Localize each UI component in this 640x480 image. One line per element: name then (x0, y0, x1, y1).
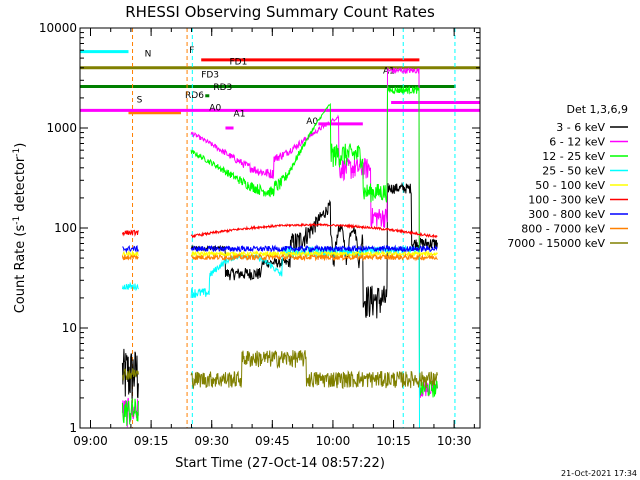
state-label: RD6 (185, 91, 204, 101)
x-tick-label: 09:45 (255, 434, 290, 448)
legend-entry-label: 7000 - 15000 keV (507, 237, 605, 250)
state-label: A0 (209, 103, 221, 113)
x-tick-label: 10:15 (376, 434, 411, 448)
legend-entry-label: 50 - 100 keV (535, 179, 605, 192)
legend-entry-label: 100 - 300 keV (528, 194, 605, 207)
x-tick-label: 09:00 (73, 434, 108, 448)
state-label: FD3 (201, 70, 219, 80)
y-tick-label: 10 (62, 321, 77, 335)
chart-title: RHESSI Observing Summary Count Rates (125, 3, 435, 21)
y-tick-label: 1 (69, 421, 77, 435)
legend-entry-label: 300 - 800 keV (528, 208, 605, 221)
series-line-5 (121, 222, 438, 240)
state-label: FD1 (229, 58, 247, 68)
state-label: A1 (383, 67, 395, 77)
x-tick-label: 10:00 (316, 434, 351, 448)
state-label: A1 (234, 110, 246, 120)
y-tick-label: 100 (54, 221, 77, 235)
state-bars: S N F FD1 FD3 RD3 RD6 A0 A1 A0 A1 (80, 28, 480, 428)
axes: 1 10 100 1000 10000 09:00 09:15 09:30 09:45 10:00… (39, 21, 481, 448)
x-tick-label: 09:30 (194, 434, 229, 448)
legend-entry-label: 6 - 12 keV (549, 136, 605, 149)
legend-title: Det 1,3,6,9 (566, 103, 628, 116)
state-label: F (189, 46, 194, 56)
series-line-6 (122, 244, 438, 254)
x-tick-label: 10:30 (437, 434, 472, 448)
series-lines (121, 66, 438, 429)
series-line-2 (121, 84, 438, 426)
legend-entry-label: 25 - 50 keV (542, 165, 605, 178)
y-axis-label: Count Rate (s-1 detector-1) (12, 143, 28, 314)
y-tick-label: 1000 (46, 121, 77, 135)
legend-entry-label: 12 - 25 keV (542, 150, 605, 163)
x-axis-label: Start Time (27-Oct-14 08:57:22) (175, 456, 385, 471)
footer-date: 21-Oct-2021 17:34 (561, 469, 637, 478)
legend-entry-label: 3 - 6 keV (556, 121, 605, 134)
y-tick-label: 10000 (39, 21, 77, 35)
series-line-8 (122, 350, 438, 390)
x-tick-label: 09:15 (134, 434, 169, 448)
state-label: A0 (306, 117, 318, 127)
series-line-7 (121, 252, 438, 262)
state-label: N (145, 49, 152, 59)
state-label: S (137, 95, 143, 105)
legend-entry-label: 800 - 7000 keV (521, 223, 605, 236)
state-label: RD3 (213, 83, 232, 93)
